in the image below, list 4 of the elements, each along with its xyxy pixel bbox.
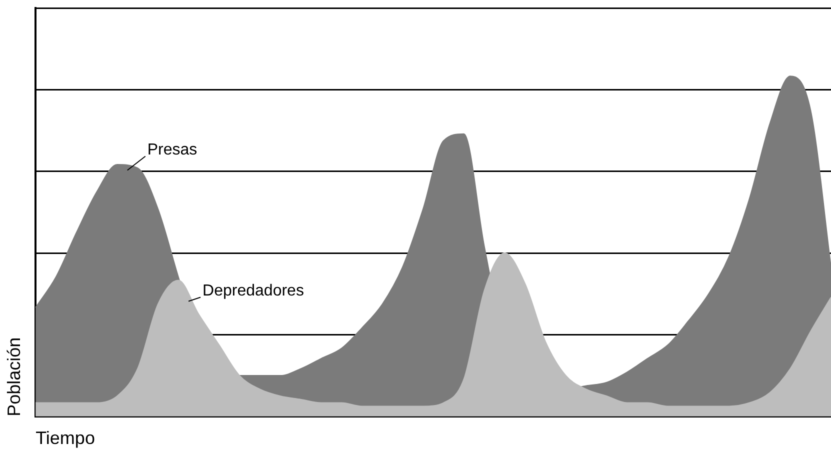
x-axis-title: Tiempo (36, 428, 95, 448)
series-label: Depredadores (202, 282, 304, 300)
y-axis-title: Población (4, 337, 24, 416)
series-label: Presas (147, 142, 198, 159)
